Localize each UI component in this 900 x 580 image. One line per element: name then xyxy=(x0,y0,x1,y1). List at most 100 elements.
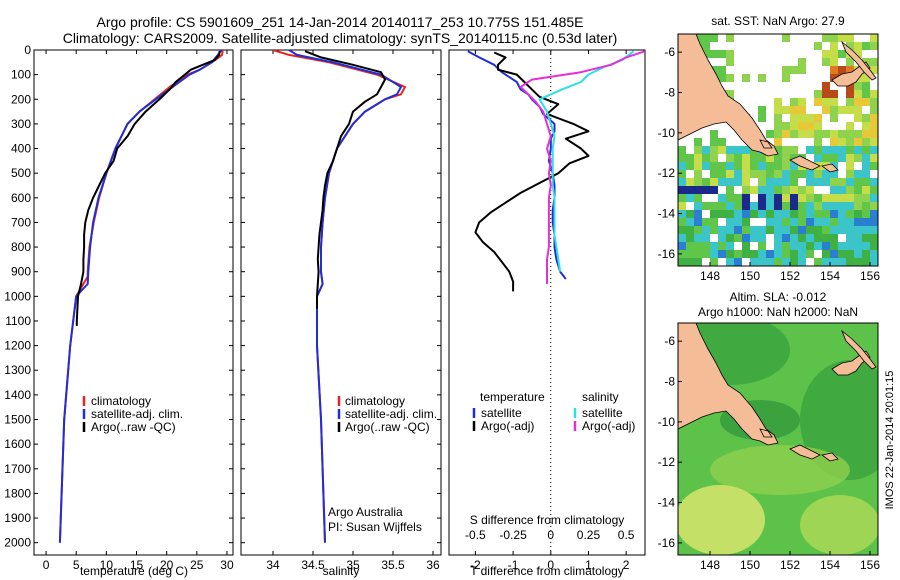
sst-cell xyxy=(846,258,854,266)
sst-cell xyxy=(806,210,814,218)
sst-cell xyxy=(758,162,766,170)
y-tick-label: 1300 xyxy=(4,363,31,377)
legend-label-argo: Argo(..raw -QC) xyxy=(345,420,430,434)
sst-cell xyxy=(846,58,854,66)
sst-cell xyxy=(758,258,766,266)
land-new-ireland xyxy=(841,329,877,370)
sst-cell xyxy=(782,210,790,218)
sst-cell xyxy=(814,42,822,50)
sst-cell xyxy=(854,154,862,162)
sst-cell xyxy=(790,98,798,106)
sst-cell xyxy=(710,146,718,154)
sst-cell xyxy=(830,106,838,114)
sst-cell xyxy=(862,146,870,154)
map-y-tick-label: -10 xyxy=(658,415,676,429)
sst-cell xyxy=(750,202,758,210)
sst-cell xyxy=(726,210,734,218)
sst-cell xyxy=(734,154,742,162)
sst-cell xyxy=(798,106,806,114)
sst-cell xyxy=(734,194,742,202)
sst-cell xyxy=(766,154,774,162)
y-tick-label: 600 xyxy=(11,191,31,205)
sst-cell xyxy=(710,242,718,250)
x-tick-label: -2 xyxy=(470,558,481,572)
sst-cell xyxy=(846,242,854,250)
sst-cell xyxy=(846,226,854,234)
salinity-legend: climatology satellite-adj. clim. Argo(..… xyxy=(337,394,437,434)
sst-cell xyxy=(830,234,838,242)
sst-cell xyxy=(766,226,774,234)
sst-cell xyxy=(830,114,838,122)
sst-cell xyxy=(846,42,854,50)
sst-cell xyxy=(790,242,798,250)
sst-cell xyxy=(726,146,734,154)
sst-cell xyxy=(686,178,694,186)
sst-cell xyxy=(774,210,782,218)
sst-cell xyxy=(710,258,718,266)
sst-cell xyxy=(822,242,830,250)
sst-cell xyxy=(830,50,838,58)
y-tick-label: 0 xyxy=(24,43,31,57)
sst-cell xyxy=(870,242,878,250)
sst-cell xyxy=(862,90,870,98)
temperature-y-ticks: 0 100 200 300 400 500 600 700 800 900 1000 1100 1200… xyxy=(4,43,233,550)
sst-cell xyxy=(798,130,806,138)
sst-cell xyxy=(798,114,806,122)
sst-cell xyxy=(702,218,710,226)
sst-cell xyxy=(678,154,686,162)
legend-label-satellite: satellite-adj. clim. xyxy=(91,407,183,421)
sst-cell xyxy=(774,138,782,146)
sst-cell xyxy=(830,186,838,194)
sst-cell xyxy=(718,194,726,202)
s-tick-label: -0.5 xyxy=(465,528,486,542)
sst-cell xyxy=(822,146,830,154)
s-tick-label: 0 xyxy=(547,528,554,542)
y-tick-label: 1900 xyxy=(4,511,31,525)
sst-cell xyxy=(846,194,854,202)
sst-cell xyxy=(686,210,694,218)
sst-cell xyxy=(822,50,830,58)
sst-cell xyxy=(790,250,798,258)
sst-cell xyxy=(862,114,870,122)
sst-cell xyxy=(694,170,702,178)
x-tick-label: 2 xyxy=(623,558,630,572)
sst-cell xyxy=(830,210,838,218)
sst-cell xyxy=(774,162,782,170)
sst-cell xyxy=(846,186,854,194)
sst-cell xyxy=(766,186,774,194)
y-tick-label: 400 xyxy=(11,142,31,156)
sst-cell xyxy=(862,218,870,226)
sst-cell xyxy=(814,122,822,130)
sst-cell xyxy=(782,170,790,178)
sst-cell xyxy=(782,178,790,186)
sst-cell xyxy=(814,210,822,218)
sst-cell xyxy=(774,218,782,226)
sst-cell xyxy=(822,98,830,106)
map-x-tick-label: 152 xyxy=(780,558,800,572)
map-y-tick-label: -16 xyxy=(658,536,676,550)
sst-cell xyxy=(870,130,878,138)
sst-cell xyxy=(870,258,878,266)
map-y-tick-label: -6 xyxy=(664,45,675,59)
sst-cell xyxy=(782,234,790,242)
sst-cell xyxy=(782,242,790,250)
sst-cell xyxy=(870,178,878,186)
sst-cell xyxy=(750,234,758,242)
sst-cell xyxy=(862,170,870,178)
sst-cell xyxy=(862,42,870,50)
sst-cell xyxy=(742,162,750,170)
sst-cell xyxy=(782,106,790,114)
sst-cell xyxy=(870,106,878,114)
sst-cell xyxy=(710,170,718,178)
sst-cell xyxy=(790,66,798,74)
legend-label-climatology: climatology xyxy=(345,394,405,408)
sla-map-field xyxy=(678,323,878,555)
sst-cell xyxy=(870,162,878,170)
sst-cell xyxy=(814,154,822,162)
sst-cell xyxy=(838,258,846,266)
sst-cell xyxy=(870,138,878,146)
sst-cell xyxy=(798,250,806,258)
sst-cell xyxy=(862,178,870,186)
sst-cell xyxy=(774,178,782,186)
sst-cell xyxy=(846,98,854,106)
